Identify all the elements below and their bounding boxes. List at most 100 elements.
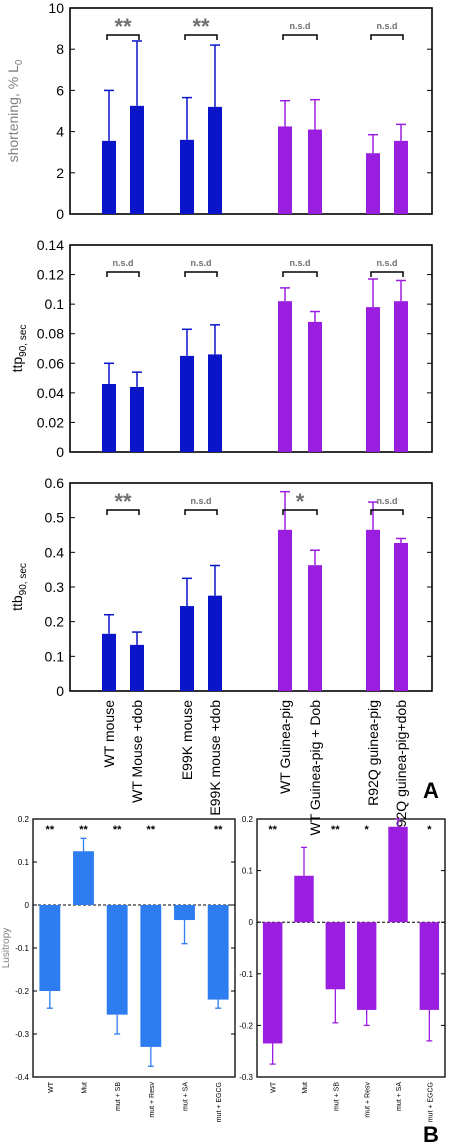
y-tick-label: 6 bbox=[56, 82, 64, 98]
bar bbox=[39, 905, 61, 991]
y-axis-label: shortening, % L0 bbox=[5, 59, 25, 162]
x-category-label: WT bbox=[271, 1081, 278, 1093]
y-tick-label: -0.3 bbox=[239, 1073, 253, 1082]
y-tick-label: 0.1 bbox=[18, 858, 30, 867]
x-category-label: WT Guinea-pig + Dob bbox=[307, 700, 323, 836]
bar bbox=[388, 826, 408, 923]
y-tick-label: 0 bbox=[56, 206, 64, 222]
y-tick-label: -0.4 bbox=[15, 1073, 29, 1082]
significance-label: ** bbox=[46, 824, 55, 836]
significance-label: n.s.d bbox=[190, 258, 211, 268]
y-tick-label: 0.1 bbox=[242, 867, 254, 876]
bar bbox=[180, 355, 194, 452]
bar bbox=[180, 139, 194, 214]
bar bbox=[106, 905, 128, 1015]
x-category-label: WT bbox=[48, 1081, 55, 1093]
significance-bracket bbox=[282, 271, 318, 277]
plot-frame bbox=[32, 818, 236, 1078]
significance-label: n.s.d bbox=[376, 496, 397, 506]
x-category-label: R92Q guinea-pig+dob bbox=[393, 700, 409, 838]
significance-bracket bbox=[184, 509, 218, 515]
bar bbox=[308, 129, 322, 214]
significance-label: * bbox=[296, 489, 305, 514]
y-tick-label: -0.2 bbox=[239, 1021, 253, 1030]
bar bbox=[130, 386, 144, 452]
y-tick-label: 0.08 bbox=[37, 326, 64, 342]
y-tick-label: 0.1 bbox=[45, 648, 65, 664]
bar bbox=[325, 922, 346, 990]
significance-label: n.s.d bbox=[289, 258, 310, 268]
bar bbox=[278, 126, 292, 214]
bar bbox=[294, 875, 314, 923]
significance-label: ** bbox=[268, 824, 277, 836]
y-tick-label: 0 bbox=[25, 901, 30, 910]
x-category-label: mut + EGCG bbox=[216, 1082, 223, 1122]
y-axis-label: ttp90, sec bbox=[9, 325, 29, 373]
bar bbox=[278, 529, 292, 691]
y-axis-label: ttb90, sec bbox=[9, 563, 29, 611]
significance-bracket bbox=[184, 34, 218, 40]
panel-a-chart-1: 0 2 4 6 8 10 shortening, % L0 ** ** n.s.d n.s.d bbox=[5, 0, 433, 222]
panel-b-chart-1: -0.4 -0.3 -0.2 -0.1 0 0.1 0.2 Lusitropy ** WT ** Mu… bbox=[1, 815, 236, 1122]
bar bbox=[207, 905, 229, 1000]
bar bbox=[180, 606, 194, 691]
y-tick-label: -0.2 bbox=[15, 987, 29, 996]
x-category-label: E99K mouse +dob bbox=[207, 700, 223, 816]
y-tick-label: -0.1 bbox=[239, 970, 253, 979]
significance-label: ** bbox=[114, 489, 132, 514]
bar bbox=[394, 140, 408, 214]
bar bbox=[130, 105, 144, 214]
figure-panel-label-b: B bbox=[423, 1122, 439, 1147]
y-axis-label: Lusitropy bbox=[1, 928, 12, 969]
significance-bracket bbox=[282, 34, 318, 40]
significance-label: * bbox=[365, 824, 370, 836]
y-tick-label: 0.5 bbox=[45, 510, 65, 526]
bar bbox=[278, 301, 292, 452]
significance-label: ** bbox=[331, 824, 340, 836]
bar bbox=[208, 106, 222, 214]
x-category-label: mut + SB bbox=[115, 1082, 122, 1111]
y-tick-label: 0 bbox=[56, 683, 64, 699]
significance-bracket bbox=[106, 34, 140, 40]
figure-panel-label-a: A bbox=[423, 778, 439, 803]
y-tick-label: 0 bbox=[56, 444, 64, 460]
significance-label: ** bbox=[79, 824, 88, 836]
y-tick-label: 0.12 bbox=[37, 267, 64, 283]
plot-frame bbox=[256, 818, 446, 1078]
y-tick-label: 0.06 bbox=[37, 355, 64, 371]
y-tick-label: 4 bbox=[56, 124, 64, 140]
panel-a-chart-3: 0 0.1 0.2 0.3 0.4 0.5 0.6 ttb90, sec ** n.s.d * n.s… bbox=[9, 475, 433, 699]
x-category-label: R92Q guinea-pig bbox=[365, 700, 381, 806]
x-category-label: mut + EGCG bbox=[427, 1082, 434, 1122]
x-category-label: mut + Resv bbox=[149, 1082, 156, 1118]
y-tick-label: 0.2 bbox=[242, 815, 254, 824]
y-tick-label: 0.1 bbox=[45, 296, 65, 312]
x-category-label: WT Mouse +dob bbox=[129, 700, 145, 803]
bar bbox=[102, 140, 116, 214]
significance-label: n.s.d bbox=[376, 21, 397, 31]
panel-a-chart-2: 0 0.02 0.04 0.06 0.08 0.1 0.12 0.14 ttp90, sec n.… bbox=[9, 237, 433, 460]
significance-label: ** bbox=[214, 824, 223, 836]
x-category-label: WT Guinea-pig bbox=[277, 700, 293, 794]
plot-frame bbox=[69, 7, 433, 215]
x-category-label: mut + SB bbox=[333, 1082, 340, 1111]
significance-label: ** bbox=[192, 14, 210, 39]
y-tick-label: 0.04 bbox=[37, 385, 64, 401]
significance-label: n.s.d bbox=[190, 496, 211, 506]
y-tick-label: 0.4 bbox=[45, 544, 65, 560]
significance-bracket bbox=[370, 271, 404, 277]
significance-label: ** bbox=[147, 824, 156, 836]
y-tick-label: 0.2 bbox=[45, 614, 65, 630]
bar bbox=[130, 644, 144, 691]
bar bbox=[394, 301, 408, 452]
y-tick-label: 0.14 bbox=[37, 237, 64, 253]
significance-label: n.s.d bbox=[376, 258, 397, 268]
x-category-label: E99K mouse bbox=[179, 700, 195, 780]
bar bbox=[102, 633, 116, 691]
x-category-label: WT mouse bbox=[101, 700, 117, 768]
x-category-label: mut + SA bbox=[396, 1082, 403, 1111]
bar bbox=[394, 542, 408, 691]
significance-label: ** bbox=[114, 14, 132, 39]
bar bbox=[366, 529, 380, 691]
bar bbox=[308, 321, 322, 452]
